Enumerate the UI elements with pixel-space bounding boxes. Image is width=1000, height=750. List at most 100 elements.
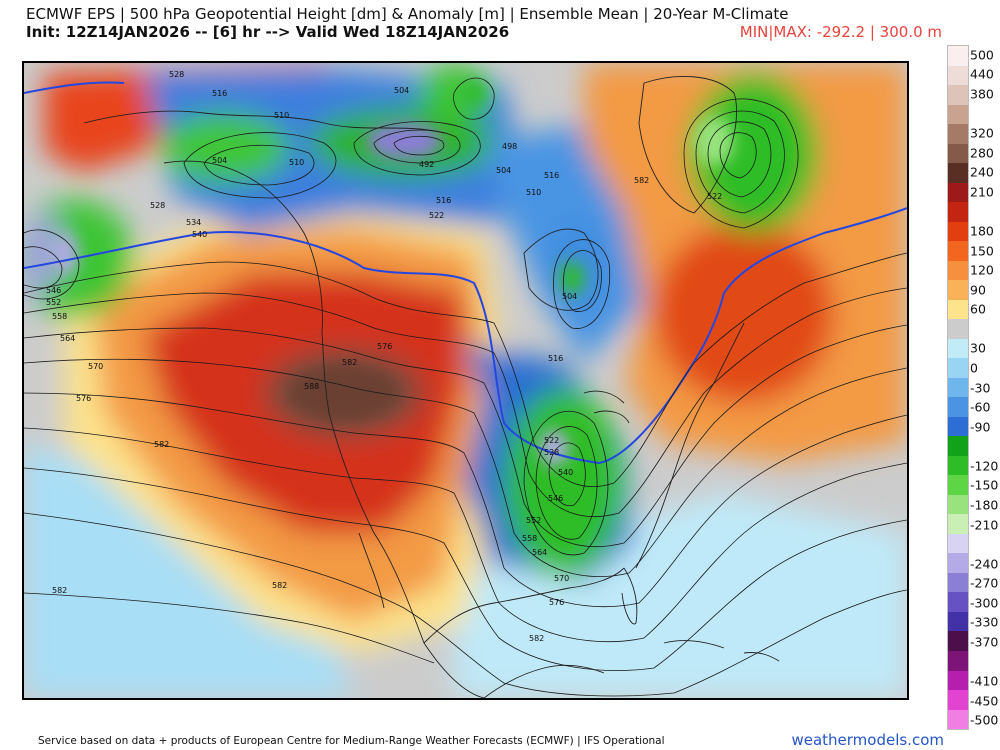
legend-label: -410 xyxy=(970,673,999,689)
legend-swatch xyxy=(948,241,968,261)
legend-swatch xyxy=(948,709,968,730)
contour-label: 534 xyxy=(186,218,201,227)
legend-swatch xyxy=(948,436,968,456)
legend-label: 0 xyxy=(970,360,978,376)
contour-label: 540 xyxy=(192,230,207,239)
legend-swatch xyxy=(948,163,968,183)
contour-label: 498 xyxy=(502,142,517,151)
legend-label: -120 xyxy=(970,458,999,474)
legend-swatch xyxy=(948,475,968,495)
color-legend xyxy=(947,45,969,730)
legend-label: -330 xyxy=(970,614,999,630)
contour-label: 576 xyxy=(377,342,392,351)
height-contours xyxy=(24,77,907,697)
legend-swatch xyxy=(948,592,968,612)
legend-swatch xyxy=(948,182,968,203)
header-minmax: MIN|MAX: -292.2 | 300.0 m xyxy=(739,23,942,41)
contour-label: 582 xyxy=(272,581,287,590)
contour-label: 510 xyxy=(274,111,289,120)
header-init-valid: Init: 12Z14JAN2026 -- [6] hr --> Valid W… xyxy=(26,23,510,41)
contour-label: 576 xyxy=(549,598,564,607)
legend-label: -300 xyxy=(970,595,999,611)
legend-label: 210 xyxy=(970,184,994,200)
contour-label: 528 xyxy=(544,448,559,457)
contour-label: 582 xyxy=(154,440,169,449)
contour-label: 576 xyxy=(76,394,91,403)
legend-label: 500 xyxy=(970,47,994,63)
reference-contours xyxy=(24,81,907,465)
contour-label: 522 xyxy=(429,211,444,220)
contour-label: 582 xyxy=(634,176,649,185)
coastlines xyxy=(83,75,780,698)
contour-label: 570 xyxy=(88,362,103,371)
legend-swatch xyxy=(948,494,968,515)
contour-label: 582 xyxy=(52,586,67,595)
contour-label: 558 xyxy=(52,312,67,321)
legend-swatch xyxy=(948,455,968,476)
legend-label: -270 xyxy=(970,575,999,591)
legend-label: -90 xyxy=(970,419,991,435)
legend-swatch xyxy=(948,553,968,573)
legend-swatch xyxy=(948,85,968,105)
legend-label: -210 xyxy=(970,517,999,532)
contour-label: 552 xyxy=(46,298,61,307)
contour-label: 504 xyxy=(212,156,227,165)
contour-label: 528 xyxy=(150,201,165,210)
legend-label: 120 xyxy=(970,262,994,278)
footer-brand-link[interactable]: weathermodels.com xyxy=(791,731,944,749)
legend-label: 280 xyxy=(970,145,994,161)
contour-label: 558 xyxy=(522,534,537,543)
legend-swatch xyxy=(948,397,968,417)
contour-label: 570 xyxy=(554,574,569,583)
legend-swatch xyxy=(948,358,968,378)
legend-swatch xyxy=(948,46,968,66)
legend-swatch xyxy=(948,533,968,554)
contour-label: 510 xyxy=(526,188,541,197)
legend-label: 90 xyxy=(970,282,986,298)
legend-label: -60 xyxy=(970,399,991,415)
legend-label: 440 xyxy=(970,66,994,82)
map-panel: 528 516 504 510 492 498 504 510 516 522 … xyxy=(22,61,909,700)
legend-label: 180 xyxy=(970,223,994,239)
header-title: ECMWF EPS | 500 hPa Geopotential Height … xyxy=(26,5,789,23)
legend-swatch xyxy=(948,690,968,710)
contour-label: 522 xyxy=(544,436,559,445)
contour-labels: 528 516 504 510 492 498 504 510 516 522 … xyxy=(46,70,722,643)
legend-label: -180 xyxy=(970,497,999,513)
legend-swatch xyxy=(948,202,968,222)
contour-label: 516 xyxy=(544,171,559,180)
legend-swatch xyxy=(948,650,968,671)
legend-label: 30 xyxy=(970,340,986,356)
contour-label: 522 xyxy=(707,192,722,201)
legend-swatch xyxy=(948,611,968,632)
contour-label: 582 xyxy=(529,634,544,643)
legend-swatch xyxy=(948,221,968,242)
contour-label: 516 xyxy=(548,354,563,363)
contour-label: 564 xyxy=(532,548,547,557)
contour-label: 492 xyxy=(419,160,434,169)
legend-label: -240 xyxy=(970,556,999,572)
legend-swatch xyxy=(948,319,968,339)
legend-swatch xyxy=(948,514,968,534)
contour-label: 546 xyxy=(548,494,563,503)
legend-swatch xyxy=(948,299,968,320)
legend-label: 150 xyxy=(970,243,994,258)
contour-label: 552 xyxy=(526,516,541,525)
legend-label: 380 xyxy=(970,86,994,102)
contour-label: 516 xyxy=(212,89,227,98)
contour-label: 504 xyxy=(496,166,511,175)
legend-label: -370 xyxy=(970,634,999,650)
legend-swatch xyxy=(948,104,968,125)
legend-swatch xyxy=(948,670,968,691)
legend-swatch xyxy=(948,143,968,164)
contour-label: 510 xyxy=(289,158,304,167)
legend-swatch xyxy=(948,631,968,651)
contour-label: 564 xyxy=(60,334,75,343)
footer-attribution: Service based on data + products of Euro… xyxy=(38,735,665,747)
legend-swatch xyxy=(948,572,968,593)
legend-swatch xyxy=(948,416,968,437)
contour-label: 582 xyxy=(342,358,357,367)
contour-label: 540 xyxy=(558,468,573,477)
legend-label: 240 xyxy=(970,164,994,180)
legend-swatch xyxy=(948,377,968,398)
